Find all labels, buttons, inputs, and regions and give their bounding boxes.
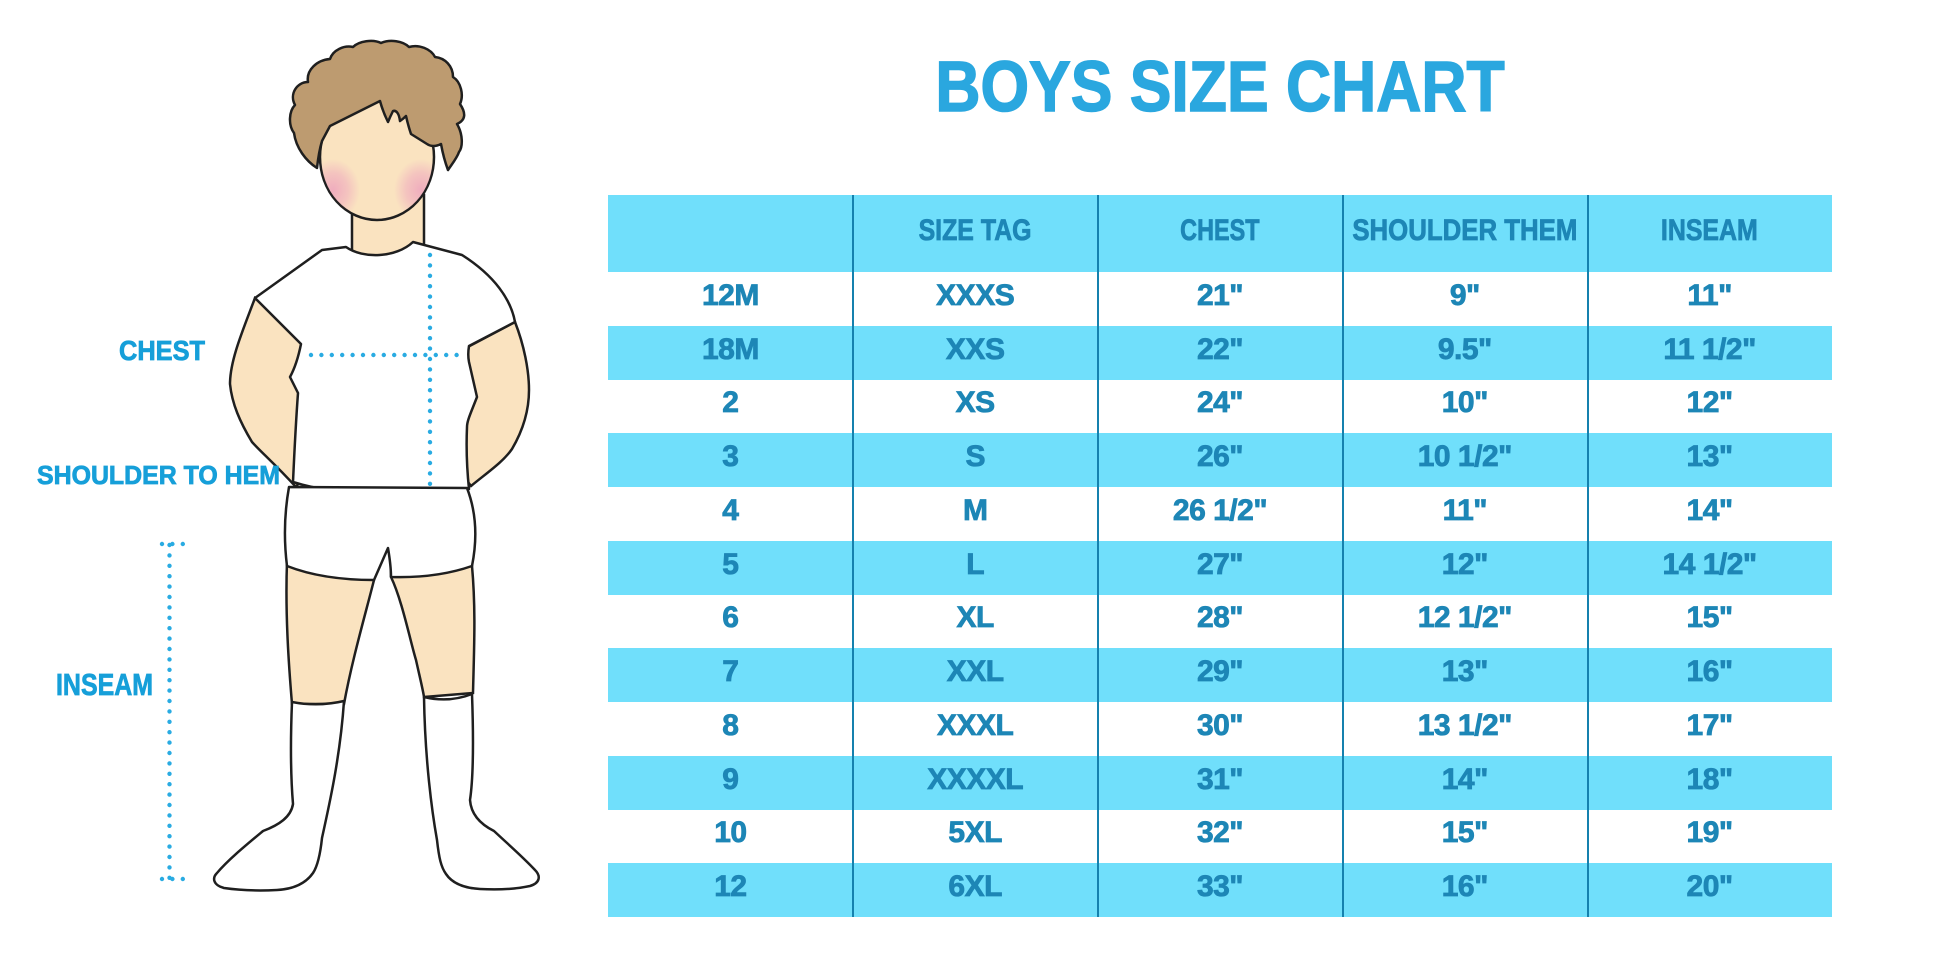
svg-text:SHOULDER TO HEM: SHOULDER TO HEM [37, 460, 280, 490]
svg-text:CHEST: CHEST [119, 335, 205, 366]
svg-text:INSEAM: INSEAM [56, 667, 153, 702]
